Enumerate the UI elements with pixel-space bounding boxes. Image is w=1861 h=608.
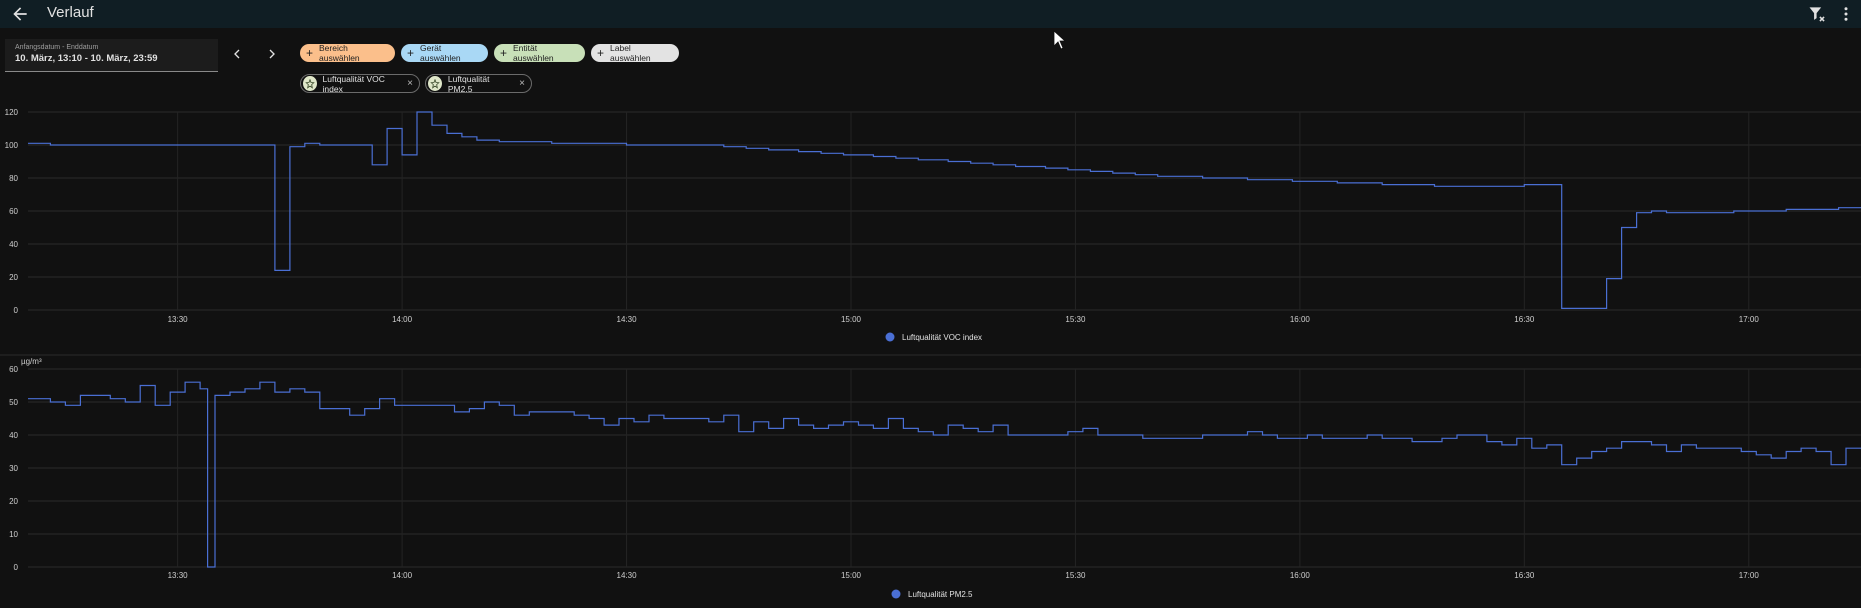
add-label-chip[interactable]: + Label auswählen xyxy=(591,43,679,63)
arrow-left-icon[interactable] xyxy=(10,4,30,24)
close-icon[interactable]: × xyxy=(407,78,413,89)
y-tick-label: 30 xyxy=(9,464,18,473)
date-range-label: Anfangsdatum - Enddatum xyxy=(15,44,99,51)
x-tick-label: 16:00 xyxy=(1290,315,1311,324)
mouse-cursor-icon xyxy=(1053,30,1067,50)
y-tick-label: 10 xyxy=(9,530,18,539)
legend-marker xyxy=(885,332,895,342)
x-tick-label: 14:00 xyxy=(392,571,413,580)
chip-label: Luftqualität VOC index xyxy=(322,73,385,94)
chip-label: Gerät auswählen xyxy=(420,43,461,63)
legend-marker xyxy=(891,589,901,599)
selected-entity-chip[interactable]: Luftqualität PM2.5 × xyxy=(425,73,532,94)
y-tick-label: 40 xyxy=(9,431,18,440)
y-tick-label: 60 xyxy=(9,207,18,216)
filter-remove-icon[interactable] xyxy=(1807,4,1827,24)
dots-vertical-icon[interactable] xyxy=(1837,4,1855,24)
x-tick-label: 15:00 xyxy=(841,315,862,324)
y-tick-label: 20 xyxy=(9,497,18,506)
add-device-chip[interactable]: + Gerät auswählen xyxy=(401,43,488,63)
y-tick-label: 40 xyxy=(9,240,18,249)
x-tick-label: 17:00 xyxy=(1739,315,1760,324)
add-entity-chip[interactable]: + Entität auswählen xyxy=(494,43,585,63)
chip-label: Bereich auswählen xyxy=(319,43,360,63)
add-area-chip[interactable]: + Bereich auswählen xyxy=(300,43,395,63)
page-title: Verlauf xyxy=(47,4,94,21)
x-tick-label: 16:00 xyxy=(1290,571,1311,580)
y-tick-label: 60 xyxy=(9,365,18,374)
close-icon[interactable]: × xyxy=(519,78,525,89)
x-tick-label: 13:30 xyxy=(168,571,189,580)
date-range-value: 10. März, 13:10 - 10. März, 23:59 xyxy=(15,53,158,64)
date-range-picker[interactable]: Anfangsdatum - Enddatum 10. März, 13:10 … xyxy=(5,39,218,72)
legend-label: Luftqualität PM2.5 xyxy=(908,590,973,599)
series-line xyxy=(28,111,1861,309)
plus-icon: + xyxy=(597,46,605,60)
y-tick-label: 50 xyxy=(9,398,18,407)
chip-label: Entität auswählen xyxy=(513,43,554,63)
plus-icon: + xyxy=(500,46,508,60)
y-tick-label: 0 xyxy=(14,563,19,572)
chevron-left-icon[interactable] xyxy=(229,46,245,62)
y-axis-unit: µg/m³ xyxy=(21,357,42,366)
x-tick-label: 15:30 xyxy=(1065,571,1086,580)
chip-label: Label auswählen xyxy=(610,43,651,63)
x-tick-label: 15:30 xyxy=(1065,315,1086,324)
plus-icon: + xyxy=(306,46,314,60)
y-tick-label: 80 xyxy=(9,174,18,183)
x-tick-label: 17:00 xyxy=(1739,571,1760,580)
app-toolbar: Verlauf xyxy=(0,0,1861,28)
x-tick-label: 14:00 xyxy=(392,315,413,324)
x-tick-label: 16:30 xyxy=(1514,571,1535,580)
x-tick-label: 13:30 xyxy=(168,315,189,324)
x-tick-label: 16:30 xyxy=(1514,315,1535,324)
y-tick-label: 100 xyxy=(5,141,19,150)
x-tick-label: 14:30 xyxy=(617,571,638,580)
y-tick-label: 0 xyxy=(14,306,19,315)
air-quality-icon xyxy=(303,76,317,91)
x-tick-label: 15:00 xyxy=(841,571,862,580)
y-tick-label: 20 xyxy=(9,273,18,282)
chevron-right-icon[interactable] xyxy=(264,46,280,62)
selected-entity-chip[interactable]: Luftqualität VOC index × xyxy=(300,73,420,94)
plus-icon: + xyxy=(407,46,415,60)
legend-label: Luftqualität VOC index xyxy=(902,333,982,342)
series-line xyxy=(28,381,1861,568)
air-quality-icon xyxy=(428,76,442,91)
chip-label: Luftqualität PM2.5 xyxy=(447,73,490,94)
x-tick-label: 14:30 xyxy=(617,315,638,324)
y-tick-label: 120 xyxy=(5,108,19,117)
